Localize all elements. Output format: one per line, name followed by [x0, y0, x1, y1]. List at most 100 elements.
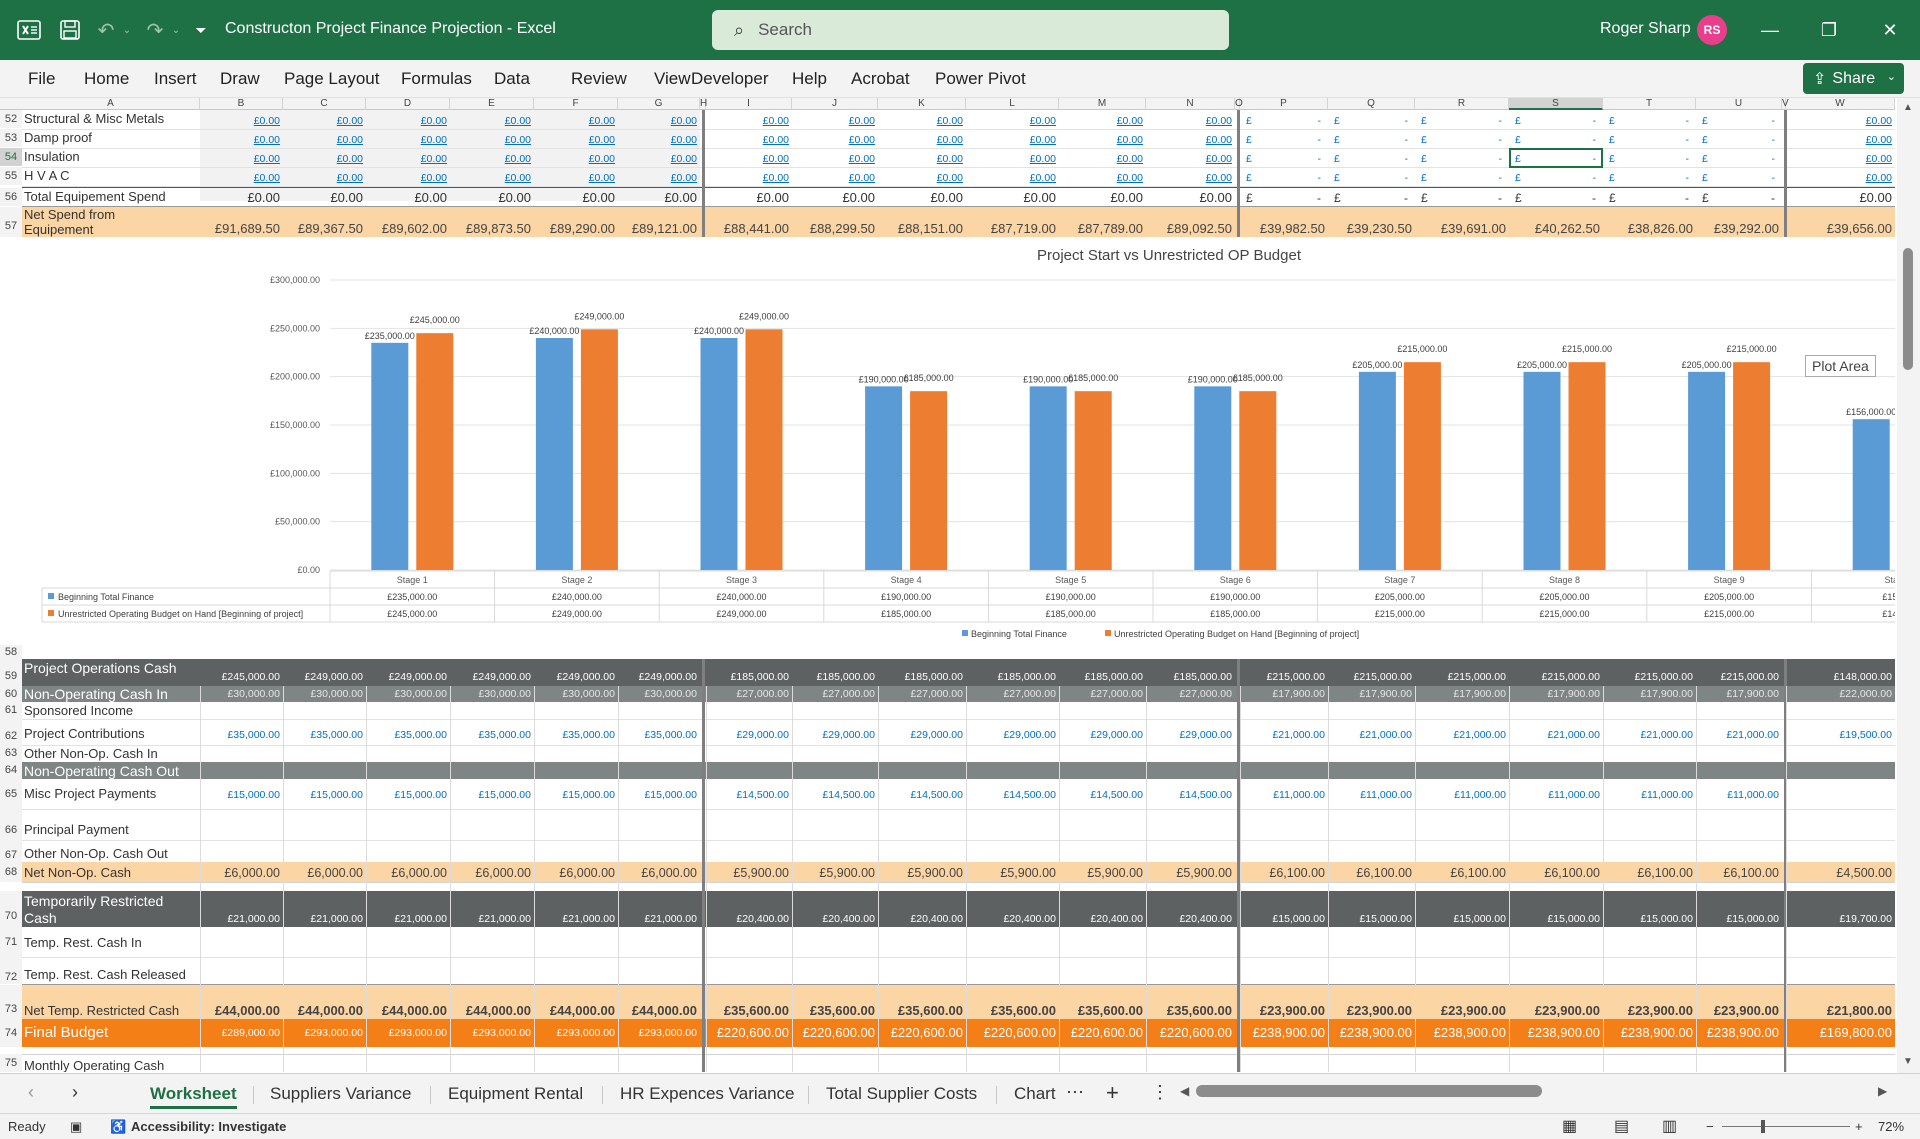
value-cell[interactable]: £29,000.00 — [1090, 729, 1143, 741]
value-cell[interactable]: £29,000.00 — [1003, 729, 1056, 741]
value-cell[interactable]: £29,000.00 — [736, 729, 789, 741]
value-cell[interactable]: £17,900.00 — [1640, 688, 1693, 700]
row-header[interactable]: 67 — [0, 840, 22, 862]
value-cell[interactable]: £44,000.00 — [549, 1003, 615, 1018]
value-cell[interactable]: £215,000.00 — [1720, 671, 1779, 683]
value-cell[interactable]: £15,000.00 — [1640, 913, 1693, 925]
menu-power-pivot[interactable]: Power Pivot — [935, 69, 1026, 88]
value-cell[interactable]: £0.00 — [762, 153, 789, 165]
scroll-up-icon[interactable]: ▲ — [1903, 102, 1913, 113]
menu-developer[interactable]: Developer — [691, 69, 769, 88]
search-input[interactable]: ⌕ Search — [712, 10, 1229, 50]
value-cell[interactable]: £27,000.00 — [910, 688, 963, 700]
tab-hr-expences-variance[interactable]: HR Expences Variance — [620, 1084, 795, 1103]
value-cell[interactable]: £215,000.00 — [1266, 671, 1325, 683]
value-cell[interactable]: £0.00 — [588, 115, 615, 127]
tab-scroll-left-icon[interactable]: ‹ — [28, 1082, 34, 1102]
value-cell[interactable]: £0.00 — [848, 115, 875, 127]
value-cell[interactable]: £27,000.00 — [822, 688, 875, 700]
value-cell[interactable]: £220,600.00 — [716, 1025, 789, 1040]
value-cell[interactable]: £6,100.00 — [1637, 866, 1693, 880]
menu-formulas[interactable]: Formulas — [401, 69, 472, 88]
value-cell[interactable]: £0.00 — [842, 190, 875, 205]
zoom-out-icon[interactable]: − — [1706, 1119, 1714, 1134]
value-cell[interactable]: £249,000.00 — [638, 671, 697, 683]
value-cell[interactable]: £35,000.00 — [478, 729, 531, 741]
value-cell[interactable]: £15,000.00 — [644, 789, 697, 801]
row-label[interactable]: Misc Project Payments — [24, 786, 157, 801]
value-cell[interactable]: £19,500.00 — [1839, 729, 1892, 741]
value-cell[interactable]: £14,500.00 — [736, 789, 789, 801]
value-cell[interactable]: £0.00 — [588, 134, 615, 146]
value-cell[interactable]: £44,000.00 — [465, 1003, 531, 1018]
value-cell[interactable]: £22,000.00 — [1839, 688, 1892, 700]
value-cell[interactable]: £21,000.00 — [644, 913, 697, 925]
column-header-u[interactable]: U — [1696, 98, 1782, 110]
value-cell[interactable]: £0.00 — [420, 172, 447, 184]
value-cell[interactable]: £238,900.00 — [1433, 1025, 1506, 1040]
value-cell[interactable]: £29,000.00 — [1179, 729, 1232, 741]
column-header-j[interactable]: J — [792, 98, 878, 110]
column-header-v[interactable]: V — [1782, 98, 1789, 110]
value-cell[interactable]: £169,800.00 — [1819, 1025, 1892, 1040]
value-cell[interactable]: £0.00 — [588, 172, 615, 184]
undo-dropdown-icon[interactable]: ⌄ — [122, 24, 132, 36]
column-header-q[interactable]: Q — [1328, 98, 1415, 110]
value-cell[interactable]: £0.00 — [588, 153, 615, 165]
normal-view-icon[interactable]: ▦ — [1562, 1118, 1578, 1135]
value-cell[interactable]: £87,719.00 — [990, 221, 1056, 236]
value-cell[interactable]: £35,000.00 — [394, 729, 447, 741]
value-cell[interactable]: £15,000.00 — [1453, 913, 1506, 925]
redo-icon[interactable]: ↷ — [146, 19, 164, 42]
value-cell[interactable]: £0.00 — [670, 134, 697, 146]
value-cell[interactable]: £5,900.00 — [1176, 866, 1232, 880]
value-cell[interactable]: £249,000.00 — [388, 671, 447, 683]
value-cell[interactable]: £0.00 — [670, 172, 697, 184]
value-cell[interactable]: £0.00 — [1199, 190, 1232, 205]
value-cell[interactable]: £293,000.00 — [556, 1027, 615, 1039]
value-cell[interactable]: £0.00 — [930, 190, 963, 205]
value-cell[interactable]: £35,600.00 — [809, 1003, 875, 1018]
row-label[interactable]: Principal Payment — [24, 822, 129, 837]
column-header-e[interactable]: E — [450, 98, 534, 110]
row-label[interactable]: Non-Operating Cash In — [24, 686, 168, 702]
value-cell[interactable]: - — [1771, 172, 1776, 184]
value-cell[interactable]: £21,000.00 — [1453, 729, 1506, 741]
tab-chart[interactable]: Chart — [1014, 1084, 1056, 1103]
value-cell[interactable]: £0.00 — [336, 134, 363, 146]
value-cell[interactable]: £0.00 — [1205, 134, 1232, 146]
value-cell[interactable]: £0.00 — [664, 190, 697, 205]
value-cell[interactable]: £215,000.00 — [1634, 671, 1693, 683]
avatar[interactable]: RS — [1697, 15, 1727, 45]
zoom-slider-thumb[interactable] — [1761, 1120, 1765, 1133]
value-cell[interactable]: £15,000.00 — [562, 789, 615, 801]
row-header[interactable]: 64 — [0, 762, 22, 779]
value-cell[interactable]: £185,000.00 — [1173, 671, 1232, 683]
value-cell[interactable]: £21,000.00 — [394, 913, 447, 925]
value-cell[interactable]: £88,299.50 — [809, 221, 875, 236]
value-cell[interactable]: £5,900.00 — [819, 866, 875, 880]
value-cell[interactable]: £293,000.00 — [472, 1027, 531, 1039]
row-label[interactable]: Non-Operating Cash Out — [24, 763, 179, 779]
value-cell[interactable]: £293,000.00 — [638, 1027, 697, 1039]
value-cell[interactable]: £0.00 — [848, 134, 875, 146]
value-cell[interactable]: £91,689.50 — [214, 221, 280, 236]
row-header[interactable]: 52 — [0, 110, 22, 128]
value-cell[interactable]: £27,000.00 — [1179, 688, 1232, 700]
minimize-icon[interactable]: — — [1761, 19, 1779, 40]
value-cell[interactable]: £5,900.00 — [1000, 866, 1056, 880]
value-cell[interactable]: - — [1498, 172, 1503, 184]
value-cell[interactable]: £0.00 — [504, 115, 531, 127]
value-cell[interactable]: £21,000.00 — [562, 913, 615, 925]
value-cell[interactable]: £89,367.50 — [297, 221, 363, 236]
worksheet-grid[interactable]: 52 Structural & Misc Metals £0.00 £0.00 £0.0… — [0, 110, 1895, 1072]
value-cell[interactable]: £0.00 — [336, 153, 363, 165]
value-cell[interactable]: £30,000.00 — [562, 688, 615, 700]
value-cell[interactable]: £15,000.00 — [478, 789, 531, 801]
value-cell[interactable]: £11,000.00 — [1273, 789, 1325, 801]
value-cell[interactable]: £5,900.00 — [733, 866, 789, 880]
value-cell[interactable]: £27,000.00 — [1003, 688, 1056, 700]
value-cell[interactable]: £148,000.00 — [1833, 671, 1892, 683]
value-cell[interactable]: - — [1404, 191, 1408, 205]
value-cell[interactable]: £0.00 — [936, 134, 963, 146]
